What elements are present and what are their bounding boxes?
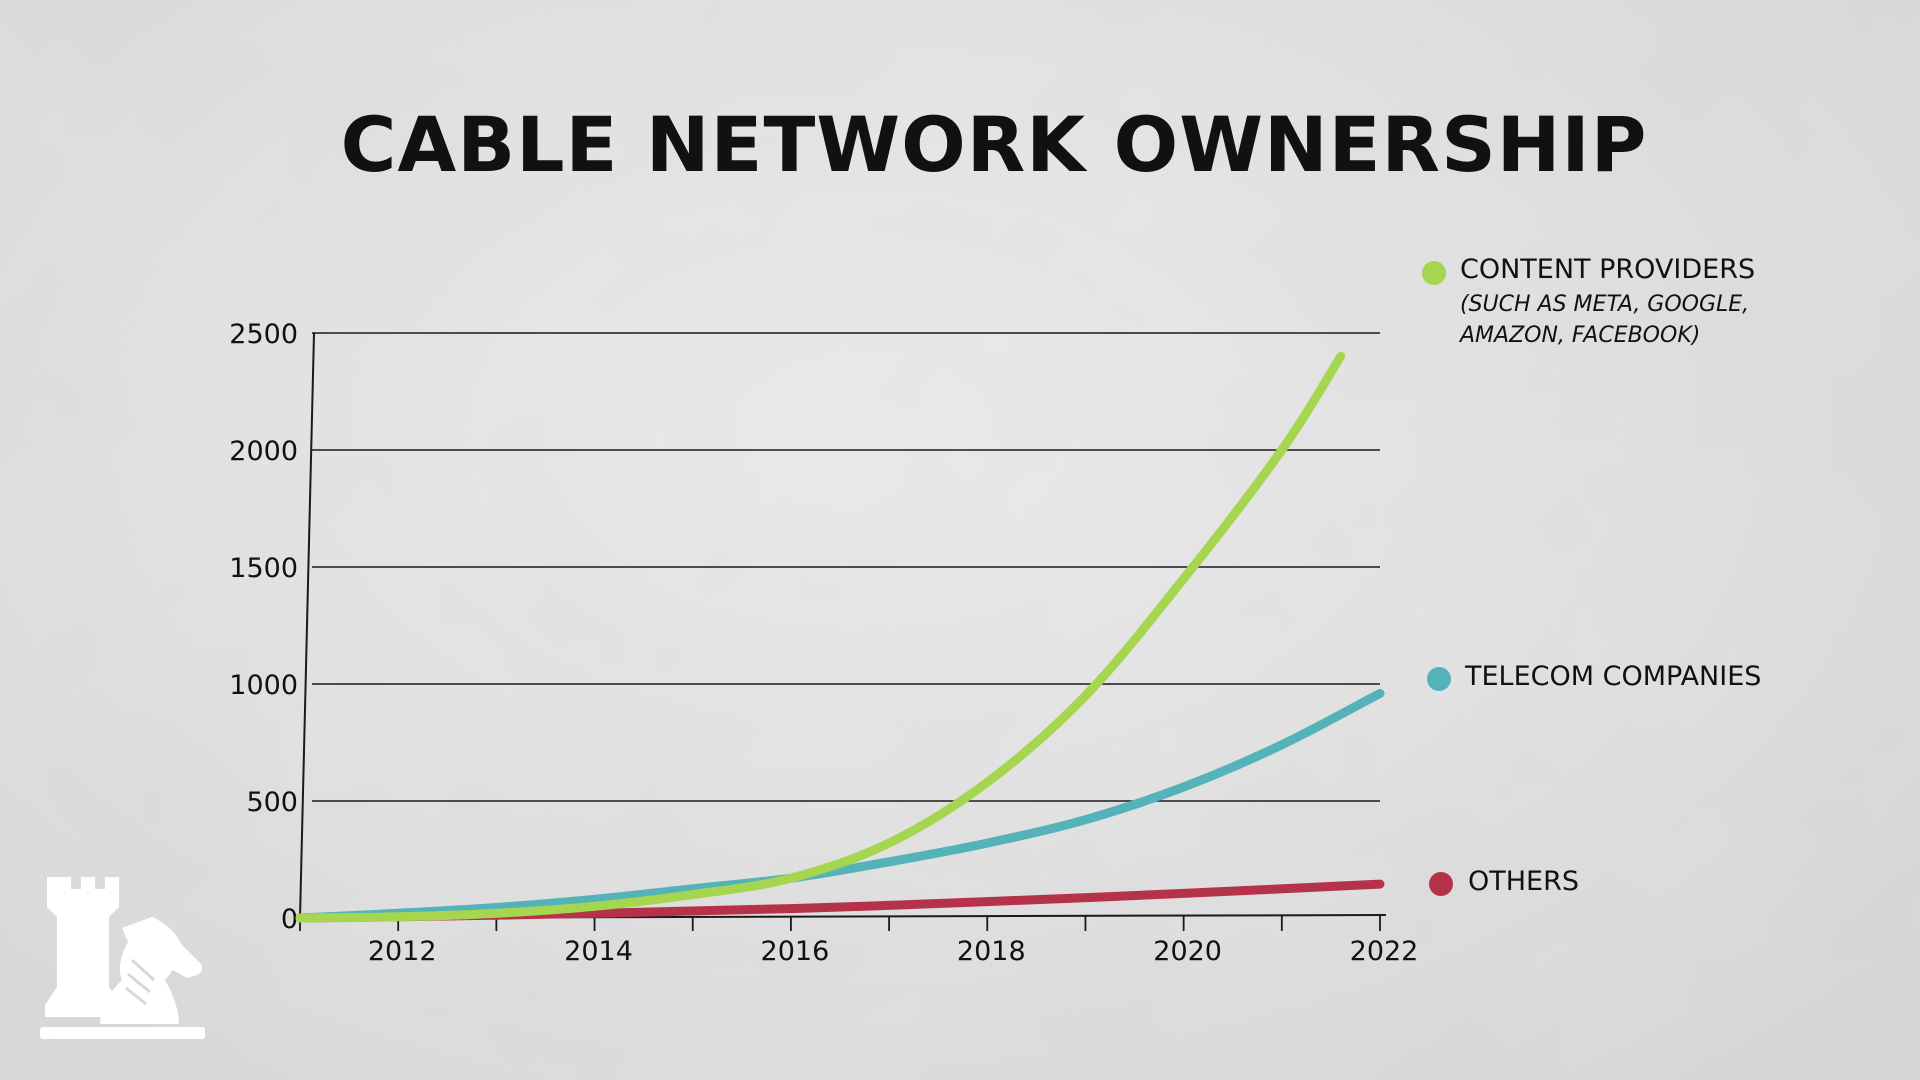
y-tick-label: 1000 xyxy=(229,670,298,701)
legend-label-others: OTHERS xyxy=(1468,866,1580,897)
y-tick-label: 1500 xyxy=(229,553,298,584)
chess-rook-knight-icon xyxy=(40,877,205,1039)
x-tick-label: 2012 xyxy=(368,936,437,967)
x-tick-label: 2018 xyxy=(957,936,1026,967)
legend-note-content-providers: (SUCH AS META, GOOGLE, AMAZON, FACEBOOK) xyxy=(1460,292,1750,348)
x-tick-label: 2022 xyxy=(1350,936,1419,967)
legend-dot-telecom-companies xyxy=(1427,667,1451,691)
x-tick-label: 2016 xyxy=(761,936,830,967)
chart-title: CABLE NETWORK OWNERSHIP xyxy=(340,100,1648,189)
x-tick-label: 2014 xyxy=(564,936,633,967)
y-tick-label: 2500 xyxy=(229,319,298,350)
x-tick-label: 2020 xyxy=(1153,936,1222,967)
legend-label-content-providers: CONTENT PROVIDERS xyxy=(1460,254,1756,285)
legend-label-telecom-companies: TELECOM COMPANIES xyxy=(1465,661,1762,692)
y-axis xyxy=(299,332,315,919)
y-tick-label: 0 xyxy=(281,904,298,935)
y-tick-label: 2000 xyxy=(229,436,298,467)
series-line-telecom-companies xyxy=(295,688,1385,923)
legend-dot-content-providers xyxy=(1422,261,1446,285)
y-tick-label: 500 xyxy=(246,787,298,818)
series-line-content-providers xyxy=(295,351,1346,923)
legend-dot-others xyxy=(1429,872,1453,896)
